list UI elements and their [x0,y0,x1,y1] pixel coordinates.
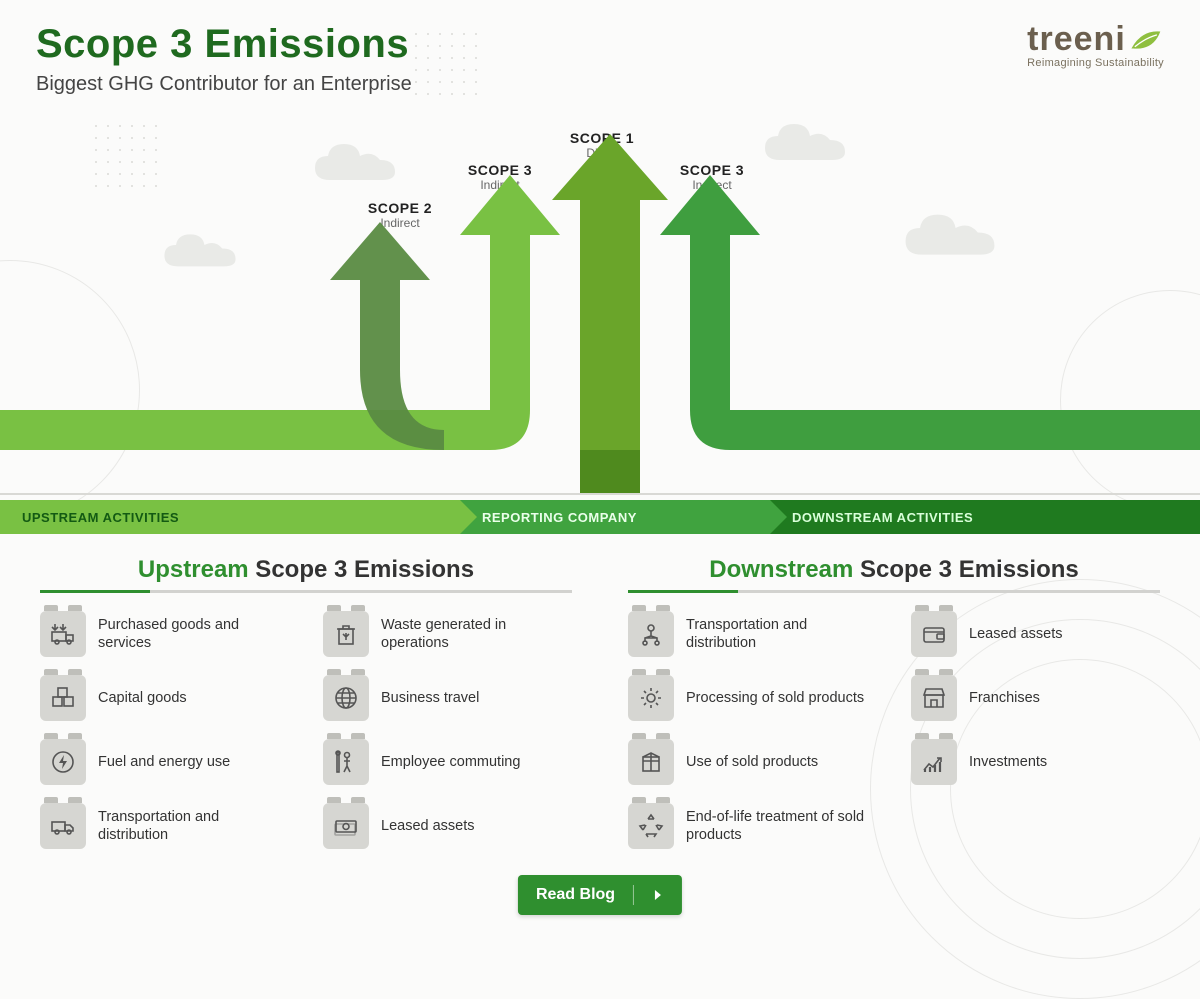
page-subtitle: Biggest GHG Contributor for an Enterpris… [36,73,412,96]
emission-item: Leased assets [323,803,572,849]
upstream-title: Upstream Scope 3 Emissions [40,556,572,584]
emission-item: Waste generated in operations [323,611,572,657]
emission-item: Processing of sold products [628,675,877,721]
page-title: Scope 3 Emissions [36,22,412,67]
emission-item-label: Use of sold products [686,753,818,771]
emission-item-label: Leased assets [381,817,475,835]
emission-item-label: Capital goods [98,689,187,707]
emission-item: Transportation and distribution [628,611,877,657]
bar-upstream: UPSTREAM ACTIVITIES [0,500,460,534]
emission-item: Investments [911,739,1160,785]
gear-icon [628,675,674,721]
read-blog-button[interactable]: Read Blog [518,875,682,915]
emission-item-label: Business travel [381,689,479,707]
store-icon [911,675,957,721]
package-icon [628,739,674,785]
globe-icon [323,675,369,721]
delivery-icon [40,803,86,849]
bolt-cycle-icon [40,739,86,785]
emission-item: Leased assets [911,611,1160,657]
bg-dots [410,28,480,98]
emission-item-label: Leased assets [969,625,1063,643]
emission-item-label: End-of-life treatment of sold products [686,808,877,844]
emission-item-label: Waste generated in operations [381,616,572,652]
emission-item-label: Franchises [969,689,1040,707]
emission-item: Franchises [911,675,1160,721]
scope-arrows-diagram [0,130,1200,510]
emission-item: Transportation and distribution [40,803,289,849]
activities-bar: UPSTREAM ACTIVITIES REPORTING COMPANY DO… [0,500,1200,534]
commuter-icon [323,739,369,785]
emission-item: Capital goods [40,675,289,721]
title-underline [628,590,1160,593]
wallet-icon [911,611,957,657]
emission-item: Fuel and energy use [40,739,289,785]
truck-in-icon [40,611,86,657]
emission-item: Employee commuting [323,739,572,785]
downstream-column: Downstream Scope 3 Emissions Transportat… [628,556,1160,849]
cta-label: Read Blog [536,886,615,904]
title-underline [40,590,572,593]
bar-downstream: DOWNSTREAM ACTIVITIES [770,500,1200,534]
emission-item: Business travel [323,675,572,721]
recycle-icon [628,803,674,849]
emission-item: Purchased goods and services [40,611,289,657]
boxes-icon [40,675,86,721]
emission-item-label: Processing of sold products [686,689,864,707]
emission-item-label: Employee commuting [381,753,520,771]
emission-item: Use of sold products [628,739,877,785]
distribution-icon [628,611,674,657]
money-icon [323,803,369,849]
emission-item-label: Transportation and distribution [98,808,289,844]
recycle-bin-icon [323,611,369,657]
cta-divider [633,885,634,905]
bar-reporting-company: REPORTING COMPANY [460,500,770,534]
logo-text: treeni [1027,20,1126,59]
chevron-right-icon [652,889,664,901]
upstream-column: Upstream Scope 3 Emissions Purchased goo… [40,556,572,849]
logo-tagline: Reimagining Sustainability [1027,57,1164,69]
leaf-icon [1128,26,1162,54]
emission-item-label: Fuel and energy use [98,753,230,771]
emission-item-label: Purchased goods and services [98,616,289,652]
emission-item-label: Investments [969,753,1047,771]
brand-logo: treeni Reimagining Sustainability [1027,20,1164,69]
growth-icon [911,739,957,785]
downstream-title: Downstream Scope 3 Emissions [628,556,1160,584]
emission-item-label: Transportation and distribution [686,616,877,652]
emission-item: End-of-life treatment of sold products [628,803,877,849]
